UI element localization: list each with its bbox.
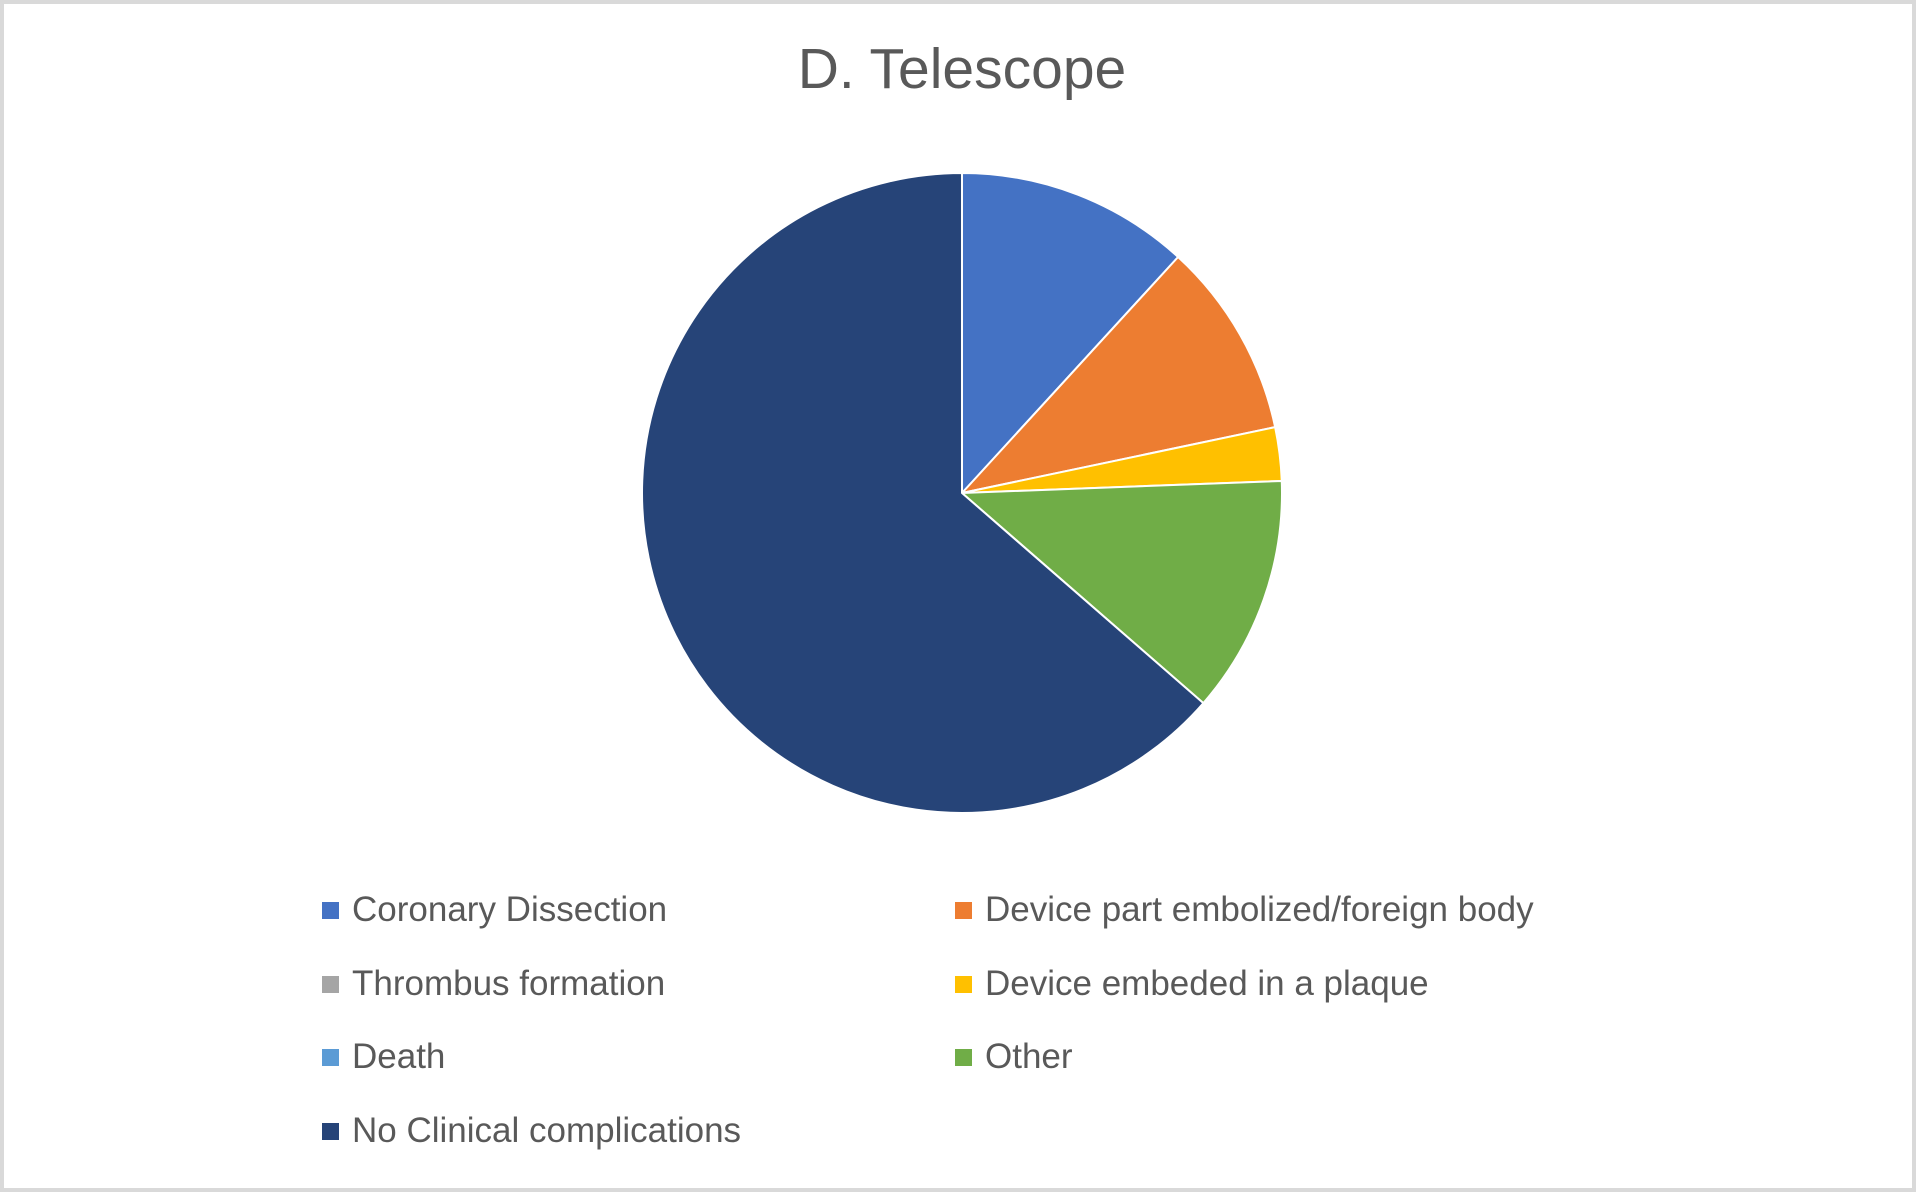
legend-swatch-device-embeded-in-plaque xyxy=(955,975,972,993)
legend-label-coronary-dissection: Coronary Dissection xyxy=(352,890,668,929)
chart-title: D. Telescope xyxy=(797,37,1127,101)
legend-swatch-other xyxy=(955,1048,972,1066)
legend-swatch-thrombus-formation xyxy=(322,975,339,993)
pie-chart xyxy=(638,169,1286,817)
legend-swatch-no-clinical-complications xyxy=(322,1122,339,1140)
legend-label-other: Other xyxy=(985,1037,1073,1076)
legend-label-device-part-embolized: Device part embolized/foreign body xyxy=(985,890,1534,929)
legend-item-other: Other xyxy=(955,1035,1073,1079)
legend-item-death: Death xyxy=(322,1035,445,1079)
legend-item-device-part-embolized: Device part embolized/foreign body xyxy=(955,888,1534,932)
legend-item-no-clinical-complications: No Clinical complications xyxy=(322,1109,741,1153)
legend-label-death: Death xyxy=(352,1037,446,1076)
pie-slice-no-clinical-complications xyxy=(641,172,1205,814)
legend-label-device-embeded-in-plaque: Device embeded in a plaque xyxy=(985,964,1429,1003)
legend-swatch-coronary-dissection xyxy=(322,901,339,919)
pie-slice-other xyxy=(961,479,1283,705)
pie-slice-coronary-dissection xyxy=(961,172,1180,494)
legend-label-no-clinical-complications: No Clinical complications xyxy=(352,1111,742,1150)
legend-label-thrombus-formation: Thrombus formation xyxy=(352,964,666,1003)
legend-swatch-device-part-embolized xyxy=(955,901,972,919)
legend-swatch-death xyxy=(322,1048,339,1066)
legend-item-coronary-dissection: Coronary Dissection xyxy=(322,888,667,932)
pie-slice-device-part-embolized-foreign-body xyxy=(961,255,1277,494)
legend-item-device-embeded-in-plaque: Device embeded in a plaque xyxy=(955,962,1429,1006)
legend-item-thrombus-formation: Thrombus formation xyxy=(322,962,665,1006)
